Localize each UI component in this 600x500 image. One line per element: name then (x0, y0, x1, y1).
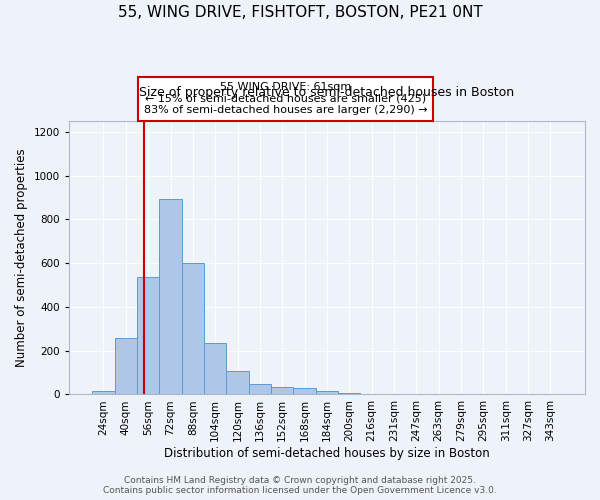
Bar (226, 372, 249, 394)
Title: Size of property relative to semi-detached houses in Boston: Size of property relative to semi-detach… (139, 86, 514, 99)
Bar (271, 387, 293, 394)
Text: Contains HM Land Registry data © Crown copyright and database right 2025.
Contai: Contains HM Land Registry data © Crown c… (103, 476, 497, 495)
Bar (204, 343, 226, 394)
Bar (160, 199, 182, 394)
Bar (293, 388, 316, 394)
Y-axis label: Number of semi-detached properties: Number of semi-detached properties (15, 148, 28, 367)
X-axis label: Distribution of semi-detached houses by size in Boston: Distribution of semi-detached houses by … (164, 447, 490, 460)
Bar (137, 278, 160, 394)
Bar (182, 263, 204, 394)
Bar (92, 391, 115, 394)
Bar (316, 391, 338, 394)
Bar (249, 384, 271, 394)
Text: 55, WING DRIVE, FISHTOFT, BOSTON, PE21 0NT: 55, WING DRIVE, FISHTOFT, BOSTON, PE21 0… (118, 5, 482, 20)
Bar (115, 338, 137, 394)
Text: 55 WING DRIVE: 61sqm
← 15% of semi-detached houses are smaller (425)
83% of semi: 55 WING DRIVE: 61sqm ← 15% of semi-detac… (144, 82, 427, 116)
